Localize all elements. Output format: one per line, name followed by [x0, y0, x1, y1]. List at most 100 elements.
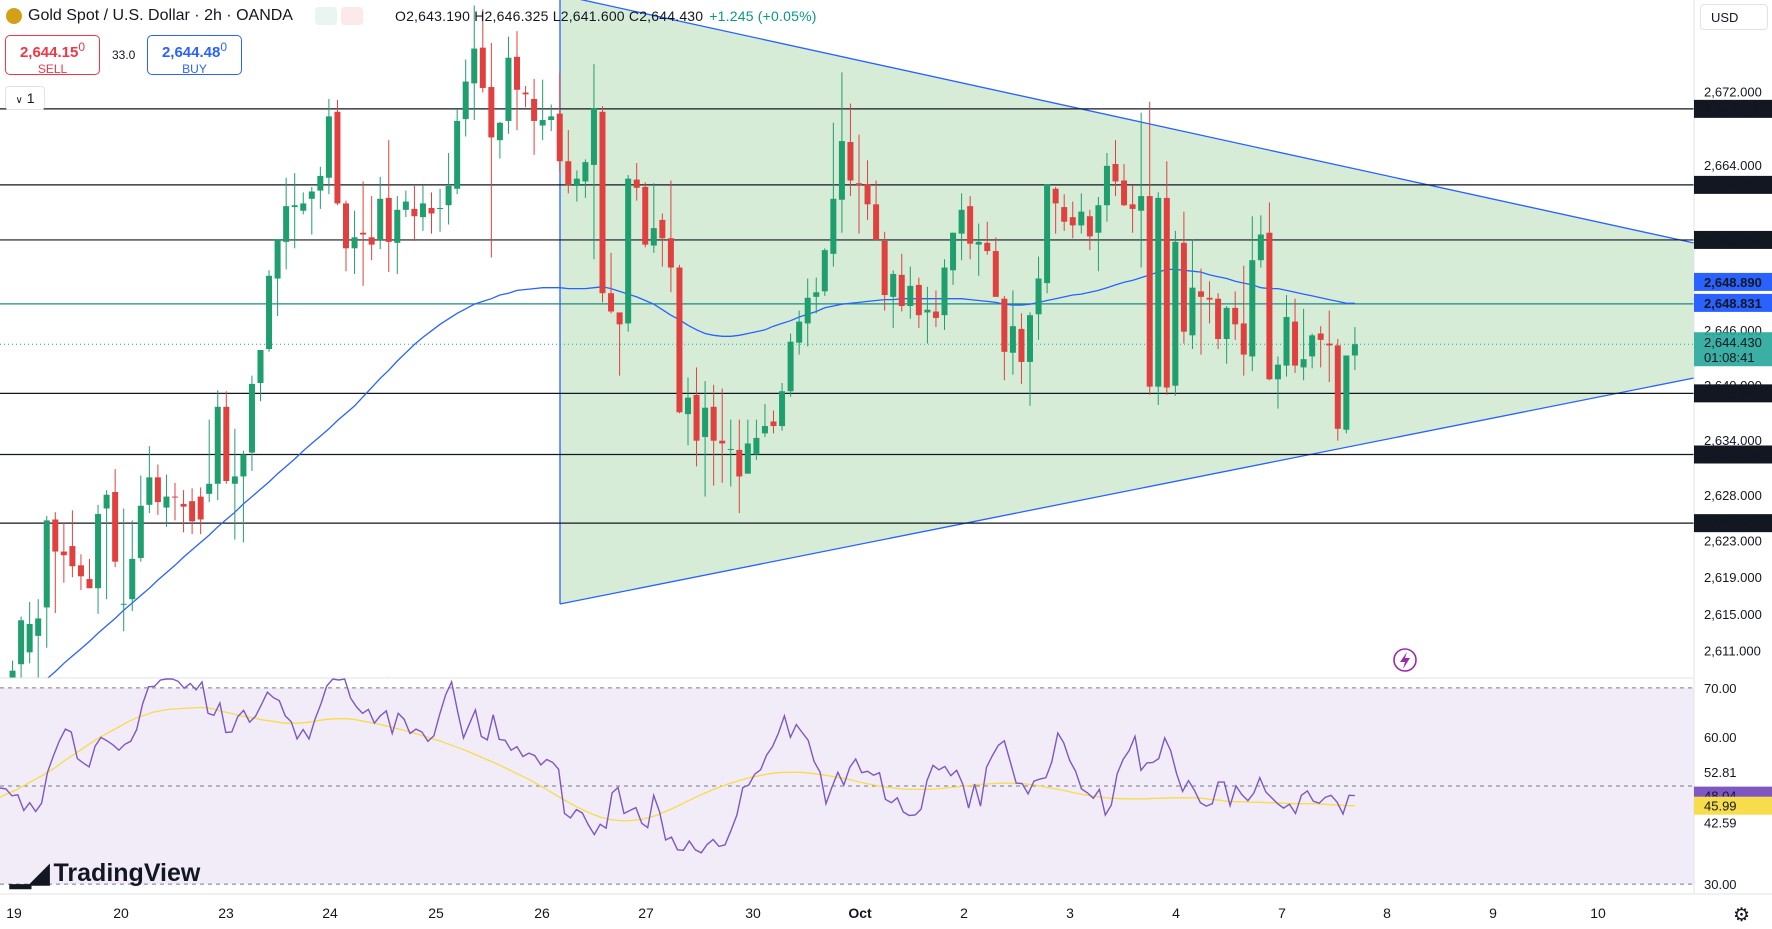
- settings-gear-icon[interactable]: ⚙: [1733, 905, 1751, 926]
- candle-body[interactable]: [1052, 188, 1059, 204]
- candle-body[interactable]: [650, 228, 657, 246]
- candle-body[interactable]: [1317, 333, 1324, 340]
- candle-body[interactable]: [266, 275, 273, 350]
- candle-body[interactable]: [1129, 204, 1136, 209]
- candle-body[interactable]: [642, 186, 649, 245]
- candle-body[interactable]: [428, 207, 435, 214]
- candle-body[interactable]: [172, 496, 178, 498]
- candle-body[interactable]: [325, 116, 332, 178]
- candle-body[interactable]: [1027, 315, 1033, 362]
- candle-body[interactable]: [120, 603, 127, 605]
- candle-body[interactable]: [1172, 241, 1179, 386]
- candle-body[interactable]: [975, 241, 982, 245]
- candle-body[interactable]: [351, 237, 358, 249]
- candle-body[interactable]: [1266, 232, 1273, 380]
- candle-body[interactable]: [43, 520, 50, 608]
- candle-body[interactable]: [804, 297, 811, 324]
- candle-body[interactable]: [950, 232, 957, 271]
- candle-body[interactable]: [35, 618, 42, 636]
- candle-body[interactable]: [274, 239, 281, 279]
- candle-body[interactable]: [830, 198, 837, 254]
- candle-body[interactable]: [154, 477, 161, 503]
- candle-body[interactable]: [992, 251, 999, 297]
- candle-body[interactable]: [52, 519, 59, 552]
- candle-body[interactable]: [1189, 287, 1196, 336]
- candle-body[interactable]: [505, 57, 512, 121]
- moving-average-line[interactable]: [12, 268, 1355, 710]
- candle-body[interactable]: [548, 116, 555, 121]
- candle-body[interactable]: [727, 448, 734, 450]
- candle-body[interactable]: [257, 349, 264, 383]
- candle-body[interactable]: [368, 237, 375, 245]
- candle-body[interactable]: [608, 293, 615, 312]
- candle-body[interactable]: [180, 503, 187, 507]
- candle-body[interactable]: [531, 98, 538, 121]
- candle-body[interactable]: [1163, 197, 1170, 388]
- candle-body[interactable]: [240, 454, 247, 477]
- candle-body[interactable]: [1180, 242, 1187, 332]
- candle-body[interactable]: [1086, 216, 1093, 237]
- candle-body[interactable]: [343, 203, 349, 249]
- buy-button[interactable]: 2,644.480 BUY: [147, 35, 242, 76]
- time-axis[interactable]: [0, 894, 1772, 929]
- candle-body[interactable]: [1001, 298, 1008, 352]
- currency-selector[interactable]: USD: [1700, 4, 1768, 30]
- symbol-title[interactable]: Gold Spot / U.S. Dollar · 2h · OANDA: [28, 7, 293, 24]
- candle-body[interactable]: [223, 406, 230, 482]
- candle-body[interactable]: [582, 162, 589, 182]
- candle-body[interactable]: [984, 242, 991, 252]
- candle-body[interactable]: [856, 183, 862, 186]
- candle-body[interactable]: [1103, 165, 1110, 206]
- candle-body[interactable]: [197, 496, 204, 520]
- rsi-ma-line[interactable]: [0, 706, 1355, 822]
- price-axis[interactable]: [1694, 0, 1772, 929]
- candle-body[interactable]: [667, 238, 674, 268]
- candle-body[interactable]: [719, 440, 726, 444]
- candle-body[interactable]: [402, 201, 409, 210]
- triangle-lower-line[interactable]: [559, 377, 1695, 605]
- candle-body[interactable]: [1044, 184, 1051, 284]
- candle-body[interactable]: [685, 397, 691, 415]
- candle-body[interactable]: [1078, 211, 1085, 226]
- candle-body[interactable]: [890, 273, 897, 297]
- candle-body[interactable]: [1155, 197, 1162, 387]
- candle-body[interactable]: [308, 191, 315, 199]
- candle-body[interactable]: [95, 513, 102, 589]
- candle-body[interactable]: [958, 209, 965, 234]
- candle-body[interactable]: [1334, 345, 1341, 429]
- candle-body[interactable]: [9, 670, 16, 678]
- candle-body[interactable]: [633, 179, 640, 188]
- candle-body[interactable]: [69, 546, 76, 567]
- candle-body[interactable]: [479, 47, 486, 88]
- data-feed-icon[interactable]: [340, 7, 363, 25]
- candle-body[interactable]: [488, 87, 495, 138]
- candle-body[interactable]: [1095, 205, 1102, 233]
- candle-body[interactable]: [1146, 196, 1153, 387]
- lightning-event-icon[interactable]: [1393, 648, 1417, 672]
- candle-body[interactable]: [1300, 359, 1307, 368]
- candle-body[interactable]: [573, 178, 580, 186]
- candle-body[interactable]: [702, 407, 709, 438]
- candle-body[interactable]: [1232, 307, 1239, 325]
- candle-body[interactable]: [761, 426, 768, 434]
- candle-body[interactable]: [317, 175, 324, 191]
- candle-body[interactable]: [462, 81, 469, 120]
- candle-body[interactable]: [744, 443, 751, 474]
- candle-body[interactable]: [847, 142, 854, 181]
- candle-body[interactable]: [1061, 207, 1068, 222]
- candle-body[interactable]: [214, 406, 221, 484]
- candle-body[interactable]: [1283, 317, 1290, 366]
- candle-body[interactable]: [1198, 291, 1204, 297]
- candle-body[interactable]: [873, 204, 880, 241]
- candle-body[interactable]: [334, 111, 341, 204]
- candle-body[interactable]: [360, 232, 367, 235]
- candle-body[interactable]: [1069, 217, 1076, 226]
- candle-body[interactable]: [300, 203, 307, 211]
- candle-body[interactable]: [411, 208, 418, 217]
- candle-body[interactable]: [710, 406, 717, 441]
- candle-body[interactable]: [231, 476, 238, 484]
- candle-body[interactable]: [1326, 343, 1333, 346]
- candle-body[interactable]: [60, 551, 67, 556]
- candle-body[interactable]: [86, 579, 93, 589]
- candle-body[interactable]: [454, 120, 461, 189]
